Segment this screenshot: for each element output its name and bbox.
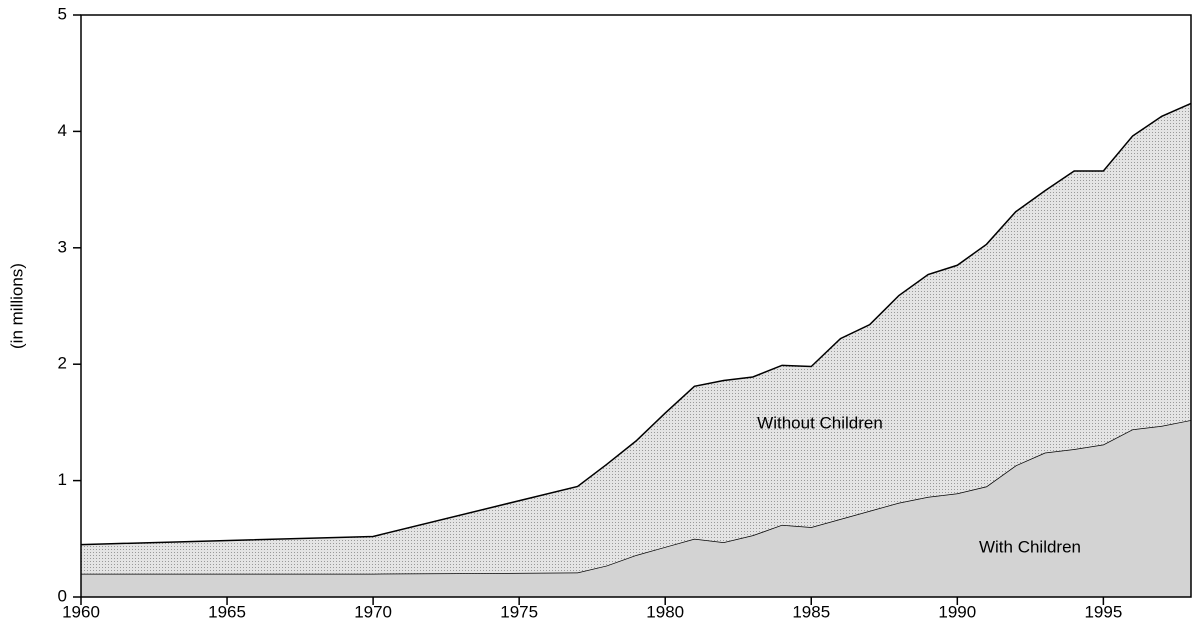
y-tick-label: 4 — [58, 121, 67, 140]
area — [81, 420, 1191, 597]
y-axis-label: (in millions) — [7, 263, 26, 349]
y-tick-label: 2 — [58, 354, 67, 373]
area-outline — [80, 102, 1192, 546]
y-tick-label: 5 — [58, 4, 67, 23]
y-tick-label: 3 — [58, 237, 67, 256]
x-tick-label: 1980 — [646, 602, 684, 621]
x-tick-label: 1990 — [938, 602, 976, 621]
x-tick-label: 1995 — [1084, 602, 1122, 621]
x-tick-label: 1960 — [62, 602, 100, 621]
y-tick-label: 0 — [58, 586, 67, 605]
series-label: Without Children — [757, 413, 883, 432]
y-tick-label: 1 — [58, 470, 67, 489]
area-texture — [81, 103, 1191, 574]
series-label: With Children — [979, 537, 1081, 556]
x-tick-label: 1970 — [354, 602, 392, 621]
x-tick-label: 1975 — [500, 602, 538, 621]
x-tick-label: 1965 — [208, 602, 246, 621]
x-tick-label: 1985 — [792, 602, 830, 621]
plot-frame — [80, 14, 1192, 598]
